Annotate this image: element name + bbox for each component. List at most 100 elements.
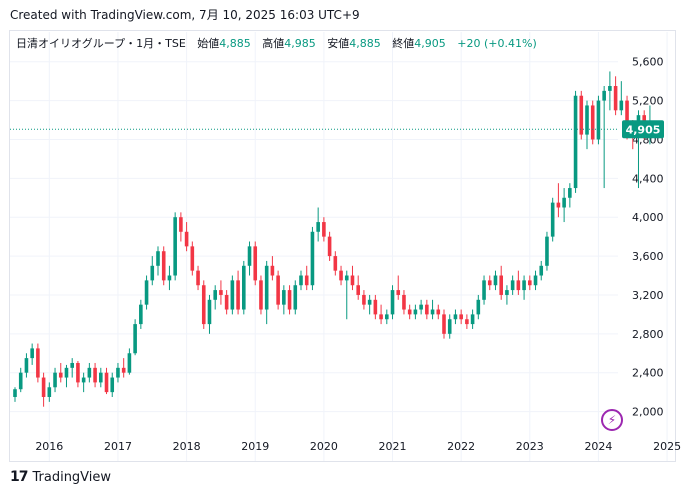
candle	[453, 309, 458, 325]
candle	[144, 275, 149, 310]
candle-body	[510, 280, 515, 291]
candle	[510, 275, 515, 295]
candle	[310, 226, 315, 291]
candle-body	[487, 280, 492, 286]
y-tick-label: 5,200	[632, 95, 664, 108]
candle	[487, 275, 492, 291]
candle	[344, 270, 349, 320]
candle	[327, 231, 332, 261]
high-value: 4,985	[284, 37, 316, 50]
candle-body	[179, 217, 183, 232]
candle-body	[99, 372, 103, 383]
candle-body	[390, 290, 395, 315]
candle-body	[482, 280, 486, 300]
candle	[322, 217, 326, 242]
chart-legend: 日清オイリオグループ・1月・TSE 始値4,885 高値4,985 安値4,88…	[16, 35, 537, 51]
candle-body	[419, 304, 423, 310]
candle	[350, 265, 355, 291]
candle-body	[556, 202, 561, 208]
candle	[230, 275, 235, 315]
candle-body	[36, 348, 40, 378]
high-label: 高値	[262, 37, 285, 50]
x-tick-label: 2021	[379, 440, 407, 453]
candle	[81, 372, 86, 393]
candle-body	[585, 105, 589, 135]
candle-body	[156, 251, 160, 266]
candle-body	[133, 324, 137, 354]
candle	[24, 353, 29, 378]
candle	[333, 251, 338, 276]
lightning-icon[interactable]: ⚡	[601, 409, 623, 431]
candle-body	[362, 294, 366, 305]
candle	[304, 265, 309, 291]
candle-body	[104, 372, 109, 393]
candle-body	[87, 367, 92, 378]
change-value: +20 (+0.41%)	[457, 37, 537, 50]
open-label: 始値	[197, 37, 220, 50]
candle	[613, 76, 618, 116]
candle	[362, 290, 366, 310]
candle-body	[533, 275, 538, 286]
candle	[276, 270, 280, 310]
candle-body	[76, 362, 80, 383]
close-value: 4,905	[414, 37, 446, 50]
candle	[287, 285, 292, 315]
candle	[482, 275, 486, 305]
candle-body	[213, 290, 217, 300]
candle	[236, 270, 240, 315]
tradingview-brand[interactable]: 17 TradingView	[10, 469, 111, 485]
x-tick-label: 2020	[310, 440, 338, 453]
candle	[545, 231, 549, 271]
candle-body	[322, 222, 326, 237]
candle	[299, 270, 303, 291]
x-tick-label: 2023	[516, 440, 544, 453]
tradingview-logo: 17	[10, 469, 29, 485]
y-tick-label: 4,000	[632, 211, 664, 224]
candle-body	[516, 280, 521, 291]
candle-body	[196, 270, 200, 286]
candle-body	[407, 309, 412, 315]
candle-body	[293, 285, 298, 310]
x-tick-label: 2024	[584, 440, 612, 453]
candle-body	[13, 389, 17, 397]
candle	[316, 207, 320, 242]
candle-body	[539, 265, 544, 276]
candle-body	[70, 362, 74, 368]
candle-body	[139, 304, 143, 325]
candle-body	[470, 314, 475, 325]
candle	[373, 294, 378, 320]
candle	[282, 285, 286, 315]
candle-body	[608, 86, 612, 91]
candle	[379, 304, 383, 325]
x-tick-label: 2017	[104, 440, 132, 453]
y-tick-label: 2,800	[632, 328, 664, 341]
brand-name: TradingView	[32, 469, 112, 485]
candle-body	[476, 299, 481, 315]
candle-body	[161, 251, 166, 281]
candle	[367, 294, 372, 315]
candle	[419, 299, 423, 315]
symbol-label: 日清オイリオグループ・1月・TSE	[16, 37, 186, 50]
candle	[550, 197, 555, 242]
candle-body	[465, 319, 469, 325]
x-tick-label: 2025	[653, 440, 681, 453]
candle-body	[30, 348, 34, 359]
candle	[402, 290, 406, 315]
candle-body	[53, 372, 57, 388]
candle-body	[247, 246, 252, 266]
candle	[93, 362, 97, 388]
candle-body	[224, 294, 229, 310]
y-tick-label: 5,600	[632, 56, 664, 69]
candle-body	[201, 285, 206, 325]
candle	[270, 256, 275, 281]
candle-body	[356, 285, 360, 295]
candle-body	[173, 217, 177, 276]
candle	[76, 361, 80, 388]
candle	[430, 299, 435, 320]
candle	[116, 362, 120, 383]
candle-body	[447, 319, 452, 334]
candle	[259, 275, 263, 315]
candle	[253, 241, 258, 286]
candle	[18, 367, 23, 393]
